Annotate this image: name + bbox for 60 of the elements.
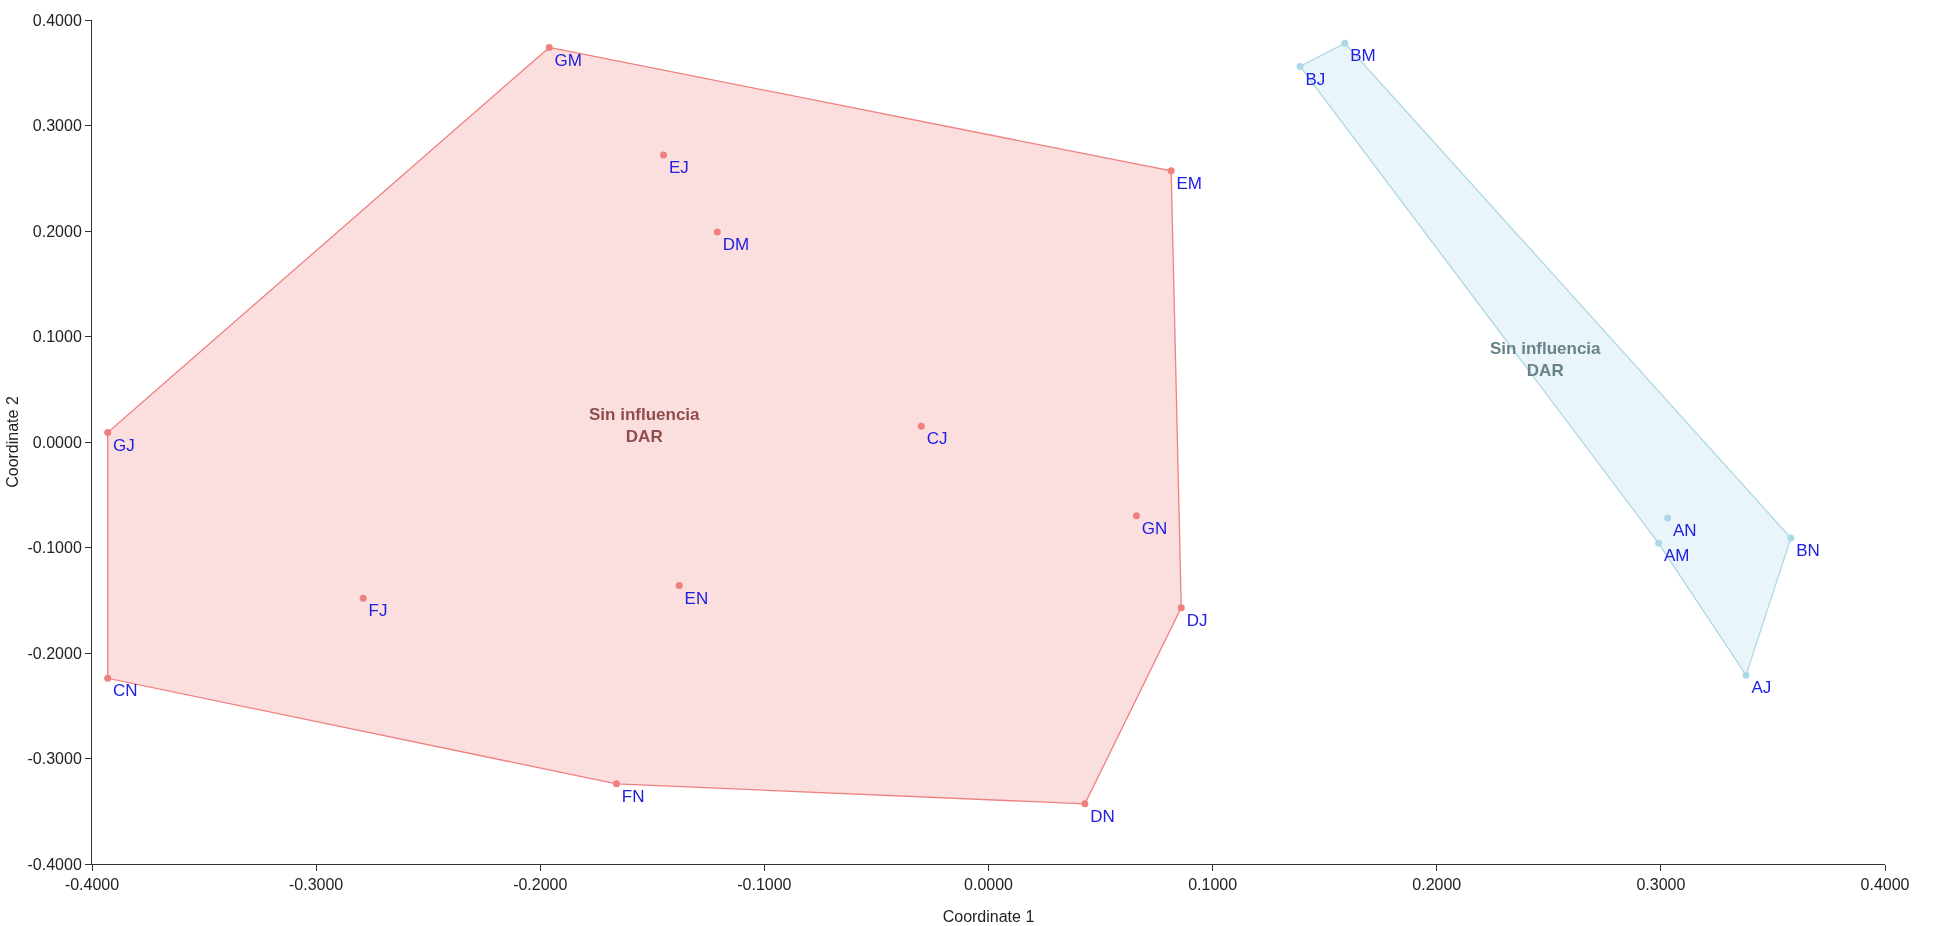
data-label: EJ — [668, 158, 689, 178]
y-tick-label: 0.4000 — [32, 11, 82, 29]
point — [1167, 167, 1175, 175]
data-label: GN — [1141, 518, 1168, 538]
data-label: EN — [684, 588, 709, 608]
x-tick-label: -0.4000 — [64, 876, 120, 894]
x-tick-label: 0.3000 — [1636, 876, 1686, 894]
y-axis-title: Coordinate 2 — [4, 396, 22, 488]
point — [1177, 604, 1185, 612]
data-label: BN — [1796, 541, 1820, 561]
point — [675, 581, 683, 589]
y-tick-label: -0.2000 — [27, 644, 82, 662]
data-label: CN — [113, 681, 138, 701]
data-label: BM — [1350, 46, 1376, 66]
x-tick-label: 0.0000 — [964, 876, 1014, 894]
y-tick-label: 0.2000 — [32, 222, 82, 240]
point — [713, 228, 721, 236]
data-label: FJ — [368, 601, 388, 621]
point — [104, 674, 112, 682]
point — [1787, 534, 1795, 542]
point — [660, 151, 668, 159]
point — [1081, 800, 1089, 808]
data-label: DN — [1090, 806, 1115, 826]
data-label: EM — [1176, 173, 1203, 193]
point — [1742, 671, 1750, 679]
data-label: CJ — [926, 429, 948, 449]
point — [1655, 539, 1663, 547]
point — [359, 594, 367, 602]
x-tick-label: 0.2000 — [1412, 876, 1462, 894]
data-label: DJ — [1186, 610, 1208, 630]
data-label: AJ — [1751, 678, 1772, 698]
data-label: GJ — [113, 435, 135, 455]
x-tick-label: 0.1000 — [1188, 876, 1238, 894]
point — [104, 429, 112, 437]
annotation: Sin influencia DAR — [589, 405, 701, 447]
point — [612, 780, 620, 788]
point — [917, 422, 925, 430]
x-tick-label: -0.2000 — [513, 876, 568, 894]
x-tick-label: 0.4000 — [1860, 876, 1910, 894]
y-tick-label: 0.1000 — [32, 328, 82, 346]
x-tick-label: -0.1000 — [737, 876, 792, 894]
annotation: Sin influencia DAR — [1490, 339, 1602, 381]
y-tick-label: -0.4000 — [27, 855, 82, 873]
y-tick-label: 0.0000 — [32, 433, 82, 451]
point — [1341, 39, 1349, 47]
data-label: FN — [621, 786, 645, 806]
x-axis-title: Coordinate 1 — [942, 908, 1035, 925]
point — [1296, 62, 1304, 70]
y-tick-label: -0.1000 — [27, 539, 82, 557]
y-tick-label: 0.3000 — [32, 117, 82, 135]
x-tick-label: -0.3000 — [289, 876, 344, 894]
data-label: AN — [1672, 521, 1697, 541]
data-label: GM — [554, 50, 582, 70]
point — [1132, 512, 1140, 520]
data-label: BJ — [1305, 69, 1326, 89]
point — [1664, 514, 1672, 522]
data-label: DM — [722, 235, 750, 255]
data-label: AM — [1664, 546, 1690, 566]
point — [545, 43, 553, 51]
y-tick-label: -0.3000 — [27, 750, 82, 768]
